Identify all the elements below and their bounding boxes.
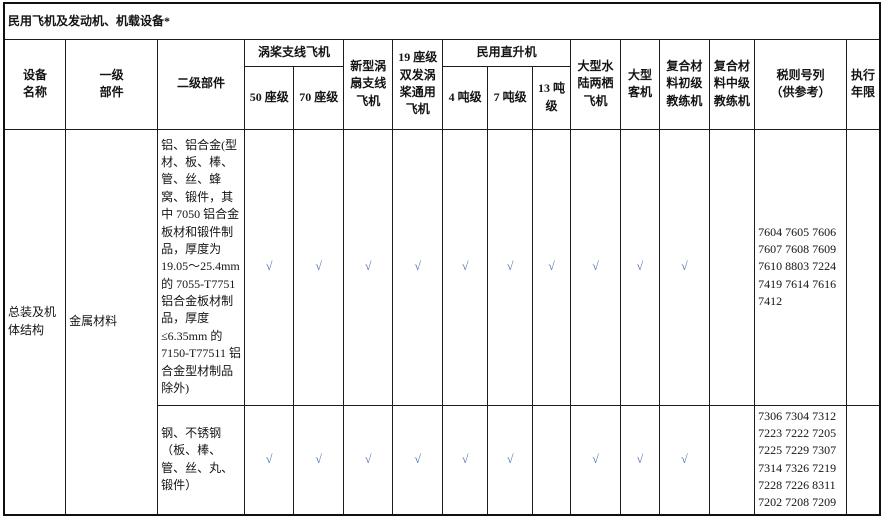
check-cell-new-turbofan: √ <box>342 128 394 406</box>
check-cell-composite-primary: √ <box>659 128 710 406</box>
document-page: 民用飞机及发动机、机载设备* 设备 名称 一级 部件 二级部件 涡桨支线飞机 新… <box>3 2 881 516</box>
execution-years-cell <box>846 404 881 516</box>
check-cell-13-ton <box>531 404 572 516</box>
check-cell-50-seat: √ <box>243 404 295 516</box>
level1-component-cell: 金属材料 <box>65 128 159 516</box>
table-row: 钢、不锈钢（板、棒、管、丝、丸、锻件） √ √ √ √ √ √ √ √ √ 73… <box>4 404 881 516</box>
check-cell-50-seat: √ <box>243 128 295 406</box>
check-cell-4-ton: √ <box>441 404 489 516</box>
title-row: 民用飞机及发动机、机载设备* <box>3 2 881 40</box>
check-cell-4-ton: √ <box>441 128 489 406</box>
col-header-13-ton: 13 吨级 <box>531 65 572 130</box>
check-cell-large-airliner: √ <box>619 128 661 406</box>
check-cell-large-airliner: √ <box>619 404 661 516</box>
col-header-execution-years: 执行 年限 <box>846 38 881 130</box>
tariff-codes-cell: 7306 7304 7312 7223 7222 7205 7225 7229 … <box>754 404 848 516</box>
col-header-19seat-twin-turboprop: 19 座级双发涡桨通用飞机 <box>392 38 443 130</box>
check-cell-amphibious: √ <box>570 128 621 406</box>
check-cell-19-seat: √ <box>392 128 443 406</box>
col-group-turboprop-regional: 涡桨支线飞机 <box>243 38 344 67</box>
check-cell-7-ton: √ <box>487 404 533 516</box>
col-header-device-name: 设备 名称 <box>3 38 67 130</box>
col-header-70-seat: 70 座级 <box>293 65 344 130</box>
device-name-cell: 总装及机体结构 <box>3 128 67 516</box>
col-header-50-seat: 50 座级 <box>243 65 295 130</box>
check-cell-19-seat: √ <box>392 404 443 516</box>
col-header-large-airliner: 大型客机 <box>619 38 661 130</box>
check-cell-composite-intermediate <box>708 404 756 516</box>
level2-component-cell: 铝、铝合金(型材、板、棒、管、丝、蜂窝、锻件，其中 7050 铝合金板材和锻件制… <box>157 128 245 406</box>
equipment-table: 民用飞机及发动机、机载设备* 设备 名称 一级 部件 二级部件 涡桨支线飞机 新… <box>3 2 881 516</box>
col-header-level1-component: 一级 部件 <box>65 38 159 130</box>
check-cell-70-seat: √ <box>293 404 344 516</box>
col-header-level2-component: 二级部件 <box>157 38 245 130</box>
col-header-new-turbofan-regional: 新型涡扇支线飞机 <box>342 38 394 130</box>
col-header-composite-intermediate-trainer: 复合材料中级教练机 <box>708 38 756 130</box>
table-row: 总装及机体结构 金属材料 铝、铝合金(型材、板、棒、管、丝、蜂窝、锻件，其中 7… <box>3 128 881 516</box>
header-row-sub: 50 座级 70 座级 4 吨级 7 吨级 13 吨级 <box>4 65 880 130</box>
col-header-4-ton: 4 吨级 <box>441 65 489 130</box>
col-header-large-amphibious: 大型水陆两栖飞机 <box>570 38 621 130</box>
col-header-7-ton: 7 吨级 <box>487 65 533 130</box>
check-cell-composite-intermediate <box>708 128 756 406</box>
header-row-groups: 设备 名称 一级 部件 二级部件 涡桨支线飞机 新型涡扇支线飞机 19 座级双发… <box>3 38 881 130</box>
table-title: 民用飞机及发动机、机载设备* <box>3 2 881 40</box>
level2-component-cell: 钢、不锈钢（板、棒、管、丝、丸、锻件） <box>157 404 245 516</box>
check-cell-composite-primary: √ <box>659 404 710 516</box>
check-cell-13-ton: √ <box>531 128 572 406</box>
col-group-civil-helicopter: 民用直升机 <box>441 38 572 67</box>
check-cell-new-turbofan: √ <box>342 404 394 516</box>
check-cell-7-ton: √ <box>487 128 533 406</box>
check-cell-amphibious: √ <box>570 404 621 516</box>
col-header-composite-primary-trainer: 复合材料初级教练机 <box>659 38 710 130</box>
tariff-codes-cell: 7604 7605 7606 7607 7608 7609 7610 8803 … <box>754 128 848 406</box>
check-cell-70-seat: √ <box>293 128 344 406</box>
col-header-tariff-codes: 税则号列 （供参考） <box>754 38 848 130</box>
execution-years-cell <box>846 128 881 406</box>
